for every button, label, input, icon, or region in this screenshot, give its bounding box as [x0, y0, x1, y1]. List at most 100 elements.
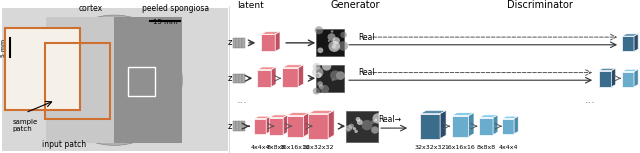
- Polygon shape: [514, 116, 518, 134]
- Text: input patch: input patch: [42, 140, 86, 149]
- Polygon shape: [308, 110, 334, 114]
- Circle shape: [349, 124, 354, 129]
- Circle shape: [332, 78, 334, 81]
- Text: z: z: [228, 38, 232, 47]
- Polygon shape: [3, 8, 228, 151]
- Polygon shape: [269, 115, 288, 118]
- Circle shape: [46, 15, 182, 145]
- Text: 5 mm: 5 mm: [1, 39, 6, 57]
- Bar: [242, 38, 244, 48]
- Circle shape: [372, 113, 383, 124]
- Text: 4x4x4: 4x4x4: [250, 145, 270, 150]
- Polygon shape: [266, 116, 271, 134]
- Circle shape: [346, 125, 352, 131]
- Circle shape: [336, 71, 345, 80]
- Bar: [236, 121, 239, 131]
- Circle shape: [312, 67, 323, 78]
- Polygon shape: [298, 65, 303, 87]
- Text: 16x16x16: 16x16x16: [280, 145, 310, 150]
- Bar: [239, 73, 242, 83]
- Bar: [239, 38, 242, 48]
- Text: Real: Real: [358, 68, 375, 77]
- Polygon shape: [271, 67, 276, 87]
- Polygon shape: [598, 71, 611, 87]
- Circle shape: [340, 32, 347, 38]
- Circle shape: [357, 119, 363, 125]
- Polygon shape: [257, 67, 276, 70]
- Circle shape: [371, 126, 379, 134]
- Polygon shape: [493, 115, 498, 135]
- Circle shape: [328, 41, 340, 52]
- Circle shape: [313, 88, 320, 95]
- Polygon shape: [452, 113, 474, 116]
- Polygon shape: [611, 68, 616, 87]
- Polygon shape: [46, 17, 115, 143]
- Circle shape: [328, 40, 330, 42]
- Text: Real→: Real→: [378, 115, 401, 124]
- Polygon shape: [304, 113, 309, 137]
- Text: 8x8x8: 8x8x8: [477, 145, 495, 150]
- Polygon shape: [261, 34, 275, 51]
- Circle shape: [328, 43, 333, 47]
- Circle shape: [346, 128, 350, 132]
- Polygon shape: [634, 34, 638, 51]
- Bar: [239, 121, 242, 131]
- Polygon shape: [254, 119, 266, 134]
- Polygon shape: [328, 110, 334, 139]
- Text: z: z: [228, 122, 232, 131]
- Polygon shape: [622, 72, 634, 87]
- Circle shape: [371, 120, 375, 124]
- Text: latent: latent: [237, 1, 264, 10]
- Text: 8x8x8: 8x8x8: [267, 145, 286, 150]
- Bar: [236, 73, 239, 83]
- Polygon shape: [502, 119, 514, 134]
- Polygon shape: [287, 113, 309, 116]
- Polygon shape: [440, 110, 446, 139]
- Polygon shape: [502, 116, 518, 119]
- Text: ...: ...: [584, 95, 595, 105]
- FancyBboxPatch shape: [316, 65, 344, 92]
- Bar: [236, 38, 239, 48]
- Polygon shape: [420, 110, 446, 114]
- FancyBboxPatch shape: [316, 29, 344, 56]
- Text: z: z: [228, 74, 232, 83]
- Circle shape: [322, 62, 332, 71]
- Circle shape: [315, 26, 323, 34]
- Text: 4x4x4: 4x4x4: [499, 145, 518, 150]
- Circle shape: [317, 81, 323, 87]
- Circle shape: [330, 70, 340, 80]
- Polygon shape: [622, 69, 638, 72]
- Text: 16x16x16: 16x16x16: [445, 145, 476, 150]
- Polygon shape: [479, 115, 498, 118]
- Text: 15 mm: 15 mm: [153, 19, 178, 25]
- Polygon shape: [308, 114, 328, 139]
- Bar: [233, 121, 236, 131]
- Circle shape: [316, 72, 322, 78]
- Circle shape: [319, 84, 324, 89]
- Circle shape: [328, 33, 335, 41]
- Text: Discriminator: Discriminator: [507, 0, 573, 10]
- Circle shape: [362, 120, 372, 130]
- Bar: [242, 121, 244, 131]
- Bar: [242, 73, 244, 83]
- Polygon shape: [287, 116, 304, 137]
- FancyBboxPatch shape: [346, 111, 378, 142]
- Polygon shape: [622, 36, 634, 51]
- Circle shape: [331, 44, 336, 48]
- Circle shape: [338, 41, 348, 51]
- Polygon shape: [622, 34, 638, 36]
- Text: Real: Real: [358, 33, 375, 42]
- Polygon shape: [598, 68, 616, 71]
- Polygon shape: [452, 116, 468, 137]
- Text: ...: ...: [237, 95, 248, 105]
- Circle shape: [317, 47, 323, 53]
- Text: 32x32x32: 32x32x32: [303, 145, 334, 150]
- Circle shape: [374, 119, 377, 121]
- Text: peeled spongiosa: peeled spongiosa: [141, 4, 209, 13]
- Circle shape: [356, 117, 360, 121]
- Polygon shape: [420, 114, 440, 139]
- Polygon shape: [261, 32, 280, 34]
- Circle shape: [353, 127, 356, 130]
- Text: 32x32x32: 32x32x32: [414, 145, 446, 150]
- Polygon shape: [5, 28, 80, 110]
